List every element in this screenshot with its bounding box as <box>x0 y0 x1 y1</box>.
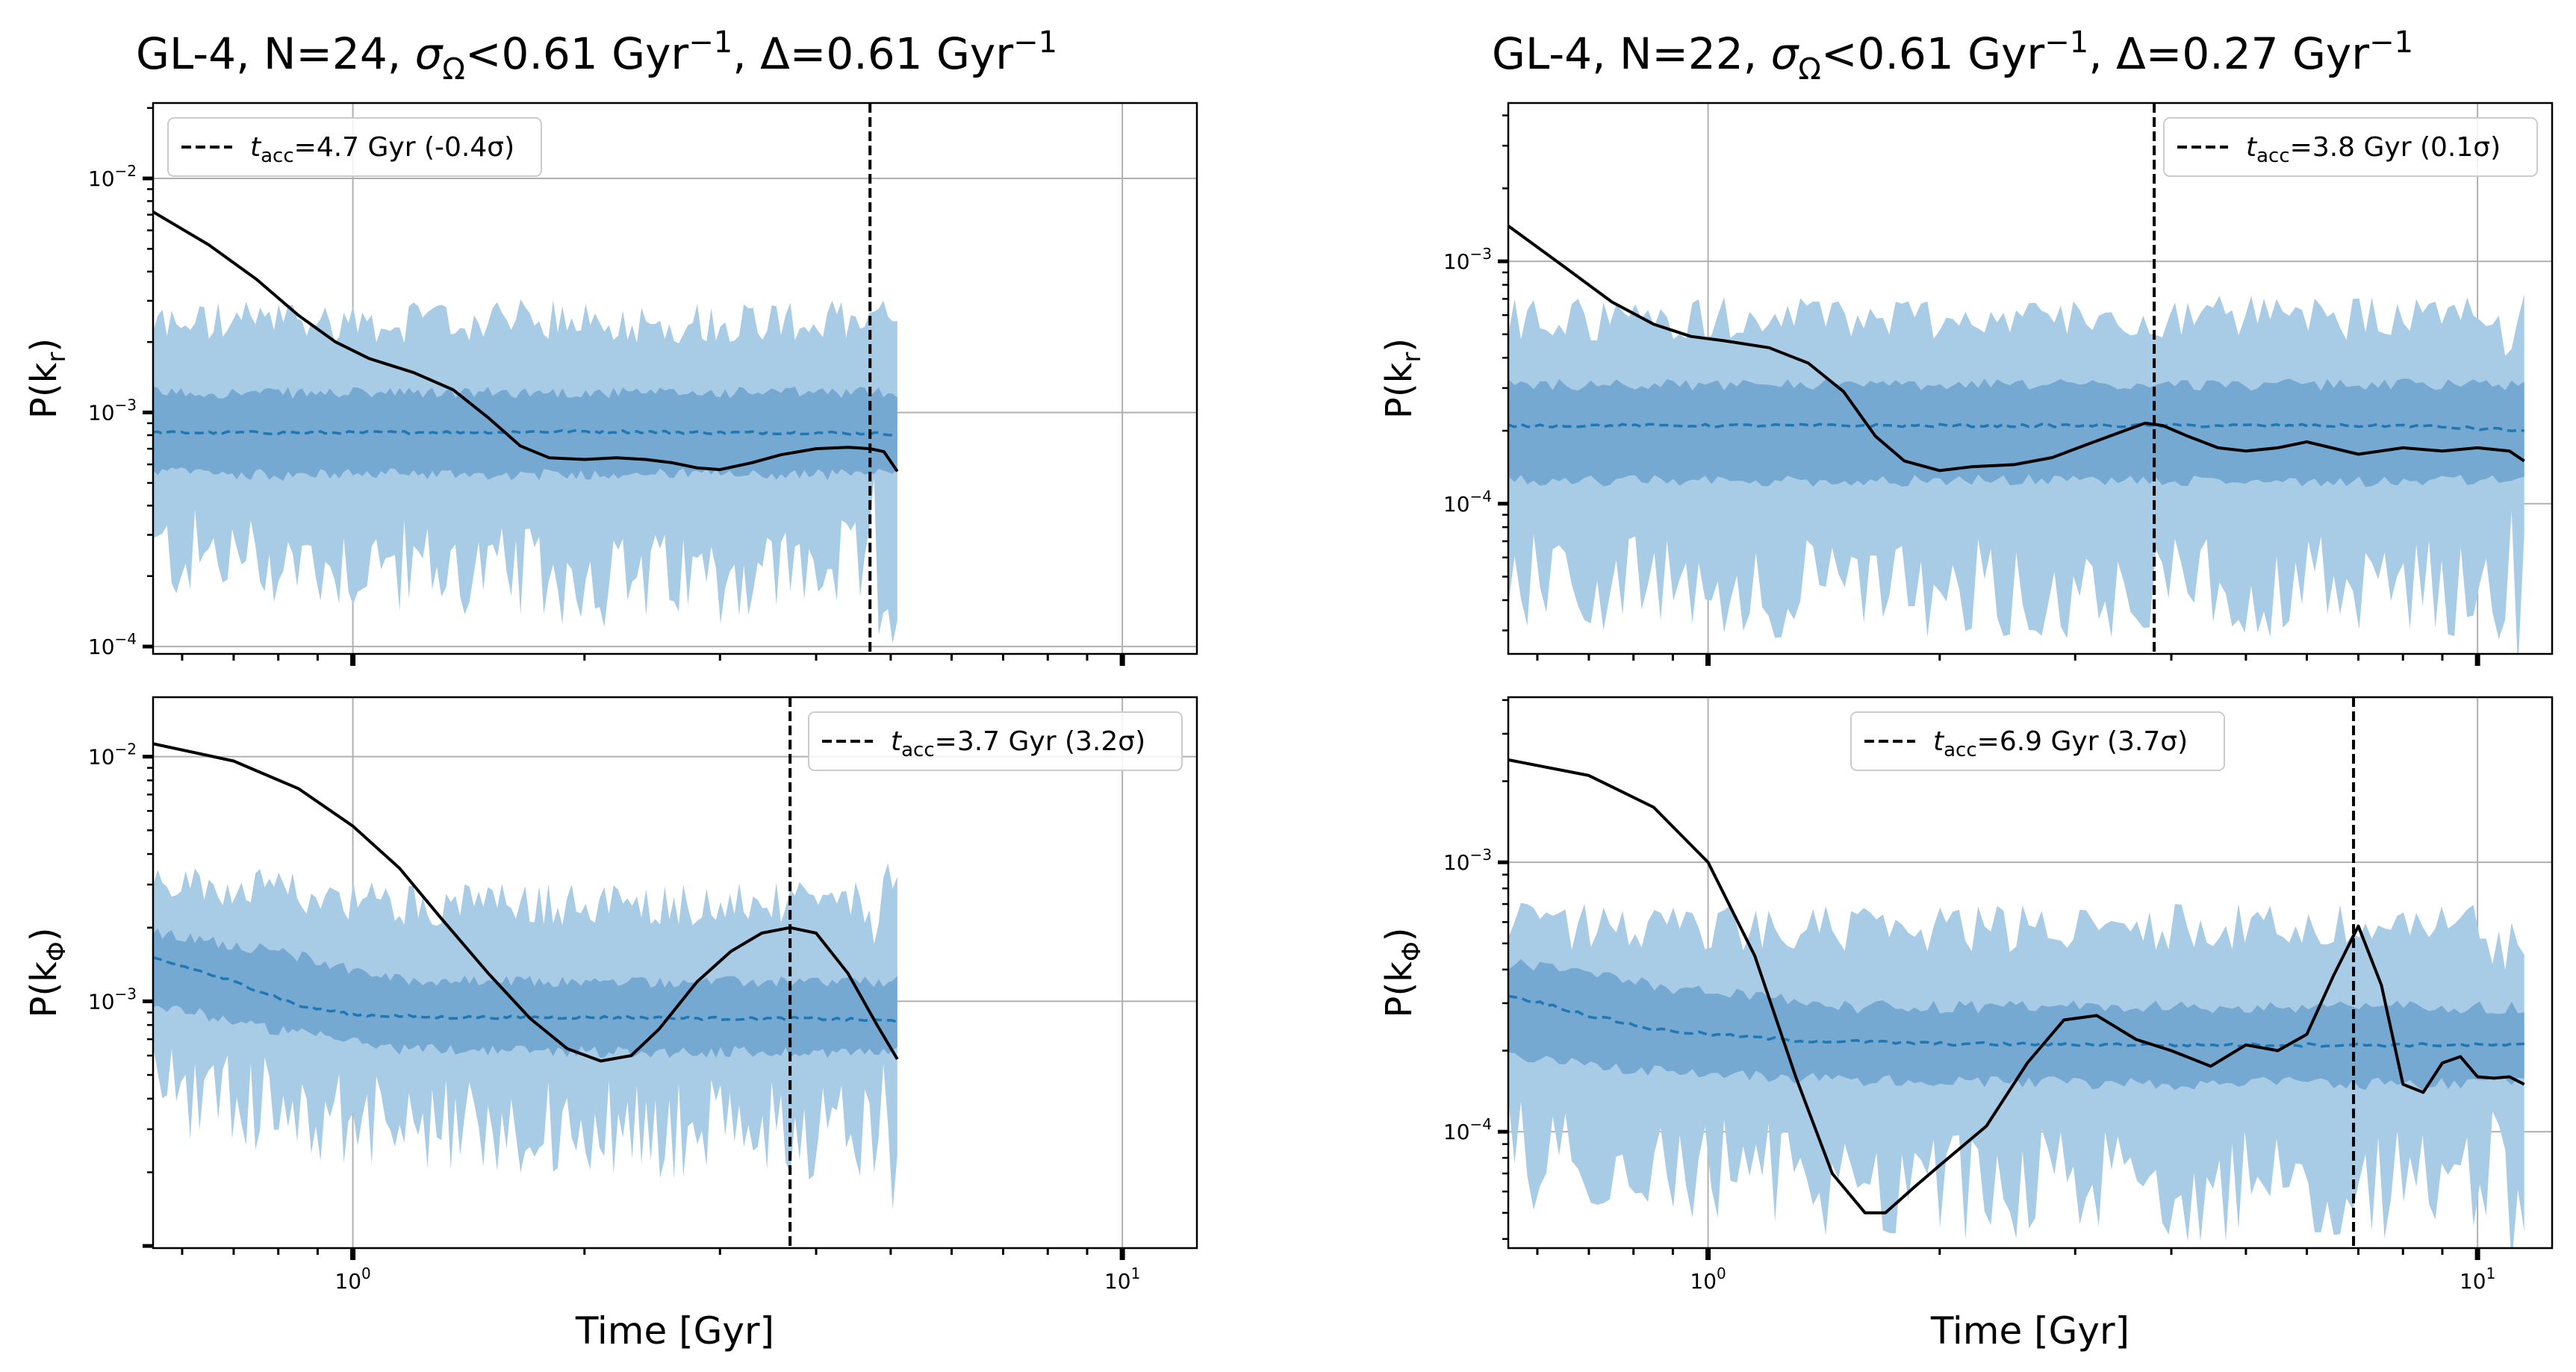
x-axis-label: Time [Gyr] <box>1930 1309 2129 1353</box>
data-curve <box>153 742 899 1063</box>
y-axis-label: P(kΦ) <box>23 928 72 1018</box>
x-tick-label: 101 <box>1104 1265 1140 1294</box>
data-curve <box>1508 224 2525 473</box>
legend-label: tacc=3.8 Gyr (0.1σ) <box>2246 132 2501 167</box>
x-axis-label: Time [Gyr] <box>575 1309 774 1353</box>
legend: tacc=3.8 Gyr (0.1σ) <box>2163 117 2538 177</box>
axes-frame <box>152 696 1198 1250</box>
y-tick-label: 10−4 <box>88 630 137 659</box>
legend-label: tacc=4.7 Gyr (-0.4σ) <box>250 132 514 167</box>
y-tick-label: 10−3 <box>1443 245 1492 274</box>
y-tick-label: 10−4 <box>1443 1115 1492 1144</box>
y-tick-label: 10−3 <box>1443 846 1492 875</box>
band-inner <box>153 928 897 1058</box>
x-tick-label: 100 <box>1690 1265 1726 1294</box>
y-tick-label: 10−3 <box>88 396 137 425</box>
y-tick-label: 10−3 <box>88 985 137 1014</box>
legend-box <box>1850 711 2225 771</box>
band-inner <box>1508 378 2524 487</box>
legend-label: tacc=6.9 Gyr (3.7σ) <box>1933 726 2188 761</box>
legend: tacc=6.9 Gyr (3.7σ) <box>1850 711 2225 771</box>
x-tick-label: 101 <box>2460 1265 2495 1294</box>
y-tick-label: 10−2 <box>88 162 137 191</box>
band-inner <box>153 386 897 481</box>
legend-box <box>2163 117 2538 177</box>
chart-title-right: GL-4, N=22, σΩ<0.61 Gyr−1, Δ=0.27 Gyr−1 <box>1492 25 2413 87</box>
y-tick-label: 10−4 <box>1443 487 1492 517</box>
chart-title-left: GL-4, N=24, σΩ<0.61 Gyr−1, Δ=0.61 Gyr−1 <box>136 25 1057 87</box>
legend: tacc=3.7 Gyr (3.2σ) <box>808 711 1183 771</box>
panel-right-bottom: 10−4 10−3 P(kΦ) tacc=6.9 Gyr (3.7σ) <box>1378 696 2554 1260</box>
data-curve <box>153 211 899 473</box>
data-curve <box>1508 758 2525 1214</box>
y-tick-label: 10−2 <box>88 740 137 770</box>
legend-box <box>167 117 542 177</box>
median-line <box>1508 422 2524 432</box>
median-line <box>153 955 898 1024</box>
axes-frame <box>1507 696 2554 1250</box>
y-axis-label: P(kΦ) <box>1378 928 1427 1018</box>
legend: tacc=4.7 Gyr (-0.4σ) <box>167 117 542 177</box>
legend-label: tacc=3.7 Gyr (3.2σ) <box>891 726 1145 761</box>
band-inner <box>1508 959 2524 1091</box>
x-tick-label: 100 <box>335 1265 370 1294</box>
median-line <box>153 428 898 437</box>
y-axis-label: P(kr) <box>1378 338 1427 419</box>
panel-right-top: 10−4 10−3 P(kr) tacc=3.8 Gyr (0.1σ) <box>1378 102 2554 666</box>
panel-left-top: 10−4 10−3 10−2 P(kr) tacc=4.7 Gyr (-0.4σ) <box>23 102 1198 666</box>
panel-left-bottom: 10−3 10−2 P(kΦ) tacc=3.7 Gyr (3.2σ) <box>23 696 1198 1260</box>
axes-frame <box>152 102 1198 655</box>
legend-box <box>808 711 1183 771</box>
y-axis-label: P(kr) <box>23 338 72 419</box>
axes-frame <box>1507 102 2554 655</box>
